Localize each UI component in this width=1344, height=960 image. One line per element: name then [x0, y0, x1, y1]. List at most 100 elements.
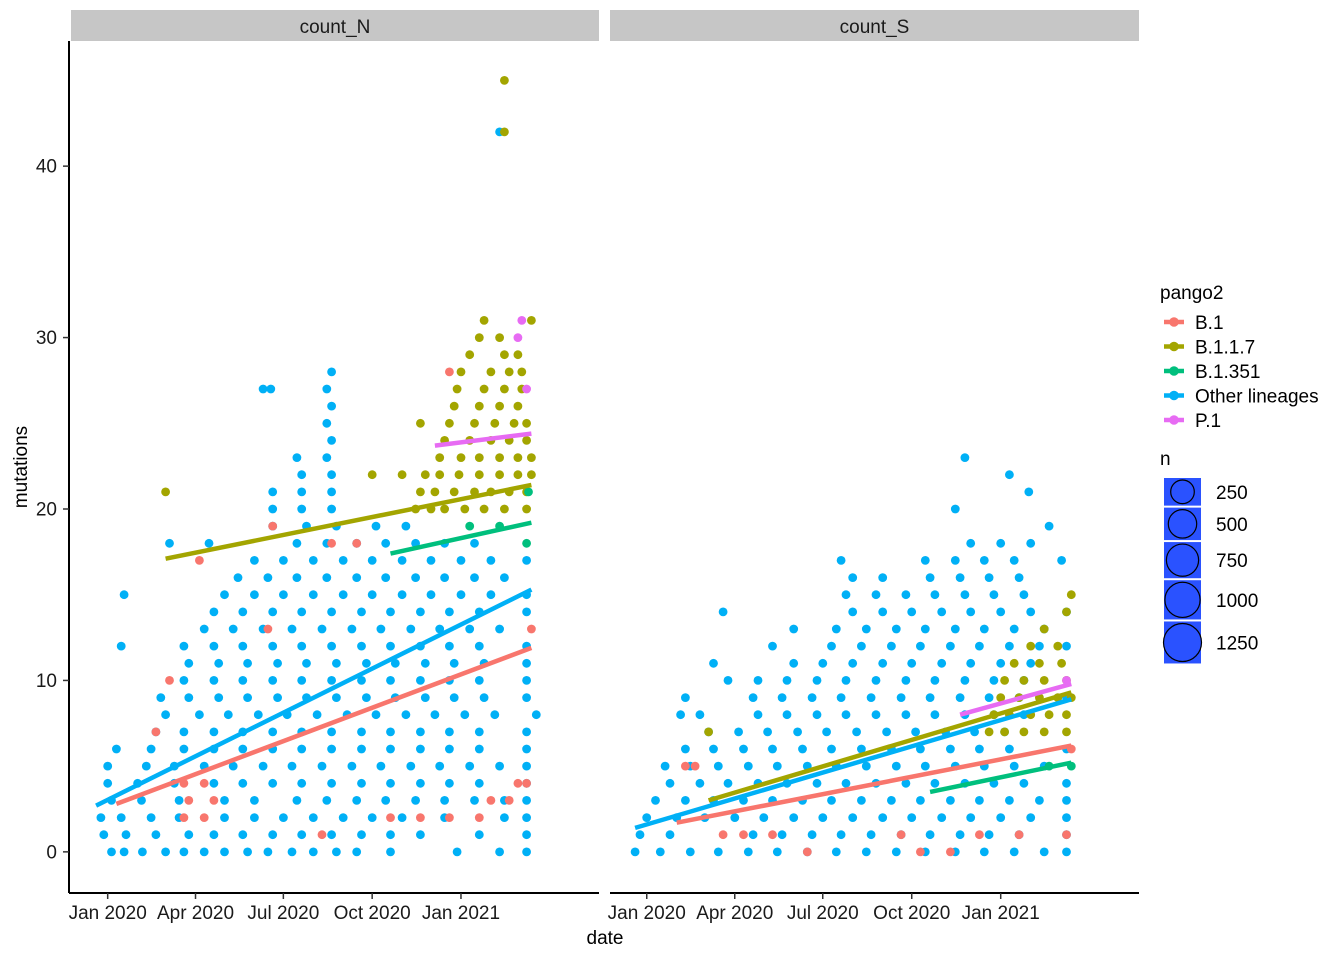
x-tick-label: Jan 2021 [422, 903, 500, 924]
point-other-lineages [327, 727, 336, 737]
point-b-1 [1014, 830, 1024, 840]
point-other-lineages [253, 710, 263, 720]
point-other-lineages [327, 830, 336, 840]
point-b-1-1-7 [513, 350, 523, 360]
point-other-lineages [753, 710, 763, 720]
point-other-lineages [1009, 556, 1019, 565]
point-other-lineages [401, 521, 411, 531]
point-other-lineages [789, 624, 799, 634]
point-other-lineages [861, 847, 871, 857]
point-other-lineages [807, 693, 817, 702]
point-other-lineages [179, 641, 189, 651]
point-other-lineages [730, 813, 740, 822]
point-other-lineages [474, 727, 484, 737]
point-other-lineages [220, 813, 229, 822]
point-other-lineages [718, 607, 728, 617]
point-other-lineages [287, 847, 297, 857]
point-other-lineages [996, 607, 1006, 617]
point-other-lineages [445, 641, 454, 651]
point-other-lineages [531, 710, 541, 720]
point-other-lineages [297, 676, 307, 685]
point-b-1-1-7 [1035, 658, 1044, 668]
point-b-1-1-7 [704, 727, 713, 737]
point-other-lineages [268, 830, 278, 840]
point-other-lineages [836, 693, 846, 702]
x-tick-label: Apr 2020 [157, 903, 234, 924]
point-b-1-1-7 [1044, 710, 1054, 720]
point-other-lineages [268, 607, 278, 617]
x-tick-label: Jan 2020 [608, 903, 686, 924]
point-b-1-1-7 [495, 401, 504, 411]
legend-size-key-bg [1164, 580, 1201, 620]
point-other-lineages [426, 556, 436, 565]
point-other-lineages [695, 710, 705, 720]
point-p-1 [522, 384, 531, 394]
point-b-1-1-7 [513, 453, 523, 462]
point-other-lineages [896, 693, 906, 702]
point-other-lineages [1026, 538, 1036, 548]
point-other-lineages [1019, 590, 1029, 600]
point-other-lineages [989, 676, 999, 685]
point-other-lineages [195, 710, 204, 720]
point-b-1-1-7 [1062, 710, 1071, 720]
point-b-1-1-7 [1019, 676, 1029, 685]
point-other-lineages [989, 590, 999, 600]
point-other-lineages [937, 813, 947, 822]
point-other-lineages [984, 573, 994, 582]
point-other-lineages [347, 761, 357, 771]
point-other-lineages [258, 761, 268, 771]
point-other-lineages [891, 624, 901, 634]
point-other-lineages [1019, 778, 1029, 788]
point-b-1-1-7 [504, 367, 514, 377]
point-other-lineages [452, 847, 462, 857]
point-other-lineages [857, 744, 866, 754]
point-b-1-1-7 [495, 333, 504, 342]
legend-key-point-b-1-1-7 [1169, 341, 1179, 352]
strip-label-count-s: count_S [840, 17, 910, 38]
point-other-lineages [116, 641, 126, 651]
trend-line-b-1-351 [929, 760, 1072, 795]
point-other-lineages [209, 778, 219, 788]
point-other-lineages [268, 487, 278, 497]
point-other-lineages [907, 607, 917, 617]
point-b-1-1-7 [367, 470, 377, 480]
point-other-lineages [435, 624, 445, 634]
point-other-lineages [174, 796, 184, 805]
point-other-lineages [263, 847, 273, 857]
point-other-lineages [327, 676, 336, 685]
point-other-lineages [386, 744, 395, 754]
point-other-lineages [268, 676, 278, 685]
point-other-lineages [630, 847, 640, 857]
point-other-lineages [243, 658, 253, 668]
point-b-1 [199, 813, 209, 822]
point-other-lineages [214, 693, 224, 702]
point-other-lineages [777, 693, 787, 702]
point-other-lineages [907, 658, 917, 668]
point-other-lineages [916, 641, 925, 651]
point-other-lineages [332, 847, 341, 857]
point-other-lineages [709, 658, 718, 668]
point-other-lineages [292, 796, 302, 805]
point-other-lineages [386, 607, 395, 617]
point-other-lineages [1035, 641, 1044, 651]
point-b-1-1-7 [460, 504, 470, 514]
point-other-lineages [445, 744, 454, 754]
point-other-lineages [522, 761, 531, 771]
point-b-1-1-7 [500, 350, 509, 360]
legend-color-entries: B.1 B.1.1.7 B.1.351 Other lineages P.1 [1164, 313, 1319, 432]
point-b-1-1-7 [449, 401, 459, 411]
point-b-1 [268, 521, 278, 531]
point-b-1-1-7 [474, 470, 484, 480]
point-other-lineages [238, 744, 248, 754]
legend-key-point-other-lineages [1169, 390, 1179, 401]
point-other-lineages [279, 590, 288, 600]
point-other-lineages [449, 658, 459, 668]
point-other-lineages [317, 761, 327, 771]
point-b-1-1-7 [470, 418, 479, 428]
point-other-lineages [357, 641, 366, 651]
point-b-1 [896, 830, 906, 840]
strip-label-count-n: count_N [300, 17, 371, 38]
point-other-lineages [204, 538, 214, 548]
point-b-1-1-7 [1019, 727, 1029, 737]
point-b-1-1-7 [449, 487, 459, 497]
